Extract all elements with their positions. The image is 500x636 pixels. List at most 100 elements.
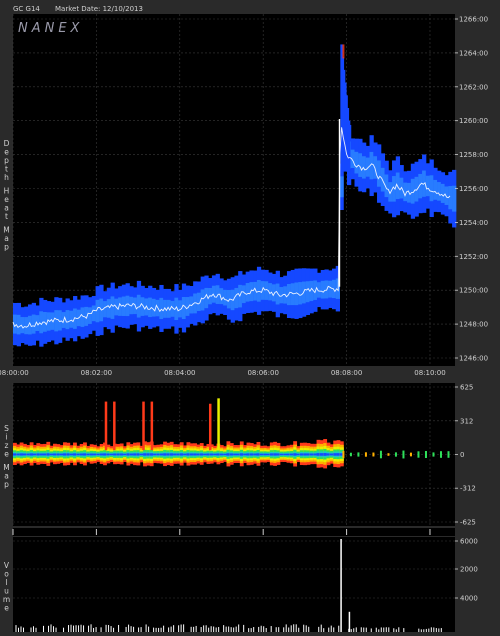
size-cell (286, 453, 291, 456)
size-cell (113, 453, 117, 456)
volume-bar (213, 626, 215, 632)
heat-cell (140, 297, 145, 316)
size-cell (203, 453, 207, 456)
size-y-tick-label: 625 (460, 384, 473, 392)
side-label-letter: M (3, 463, 9, 472)
size-cell (59, 453, 64, 456)
volume-bar (35, 627, 37, 632)
heat-cell (425, 175, 431, 197)
volume-bar (63, 627, 65, 632)
volume-bar (190, 626, 192, 632)
heat-cell (279, 287, 284, 304)
volume-bar (155, 627, 157, 632)
size-cell (159, 453, 164, 456)
size-cell (93, 453, 97, 456)
volume-bar (75, 625, 77, 632)
size-cell (146, 453, 151, 456)
size-cell (129, 453, 134, 456)
heat-cell (31, 314, 37, 334)
depth-y-tick-label: 1266:00 (459, 16, 488, 24)
depth-y-tick-label: 1254:00 (459, 219, 488, 227)
heat-cell (271, 284, 277, 302)
volume-bar (95, 627, 97, 632)
volume-bar (420, 629, 422, 632)
heat-cell (256, 280, 262, 302)
heat-cell (106, 299, 112, 318)
volume-bar (403, 628, 405, 632)
heat-cell (347, 120, 351, 172)
heat-cell (290, 283, 295, 306)
trade-price-line (12, 127, 451, 329)
volume-bar (33, 626, 35, 632)
size-cell (216, 453, 221, 456)
size-cell (73, 453, 77, 456)
size-cell (156, 453, 161, 456)
size-cell (46, 453, 51, 456)
heat-cell (305, 281, 310, 303)
size-cell (283, 453, 288, 456)
side-label-letter: a (4, 472, 9, 481)
size-cell (276, 453, 281, 456)
size-cell (319, 453, 324, 456)
size-cell (139, 453, 144, 456)
side-label-letter: H (4, 187, 10, 196)
volume-bar (228, 626, 230, 632)
volume-bar (328, 627, 330, 632)
volume-bar (170, 626, 172, 632)
size-cell (23, 453, 27, 456)
side-label-letter: z (5, 441, 9, 450)
size-cell (169, 453, 174, 456)
volume-bar (108, 625, 110, 632)
heat-cell (234, 287, 239, 309)
volume-bar (293, 624, 295, 632)
volume-bar (225, 626, 227, 632)
volume-bar (435, 628, 437, 632)
volume-bar (385, 627, 387, 632)
volume-bar (290, 625, 292, 632)
depth-y-tick-label: 1258:00 (459, 151, 488, 159)
volume-bar (330, 625, 332, 632)
heat-cell (43, 312, 48, 332)
volume-bar (320, 624, 322, 632)
heat-cell (410, 178, 416, 204)
size-cell (53, 453, 57, 456)
size-cell (239, 453, 244, 456)
size-cell (109, 453, 114, 456)
volume-bar (210, 626, 212, 632)
heat-cell (80, 307, 85, 327)
size-y-tick-label: 312 (460, 417, 473, 425)
volume-bar (125, 626, 127, 632)
volume-bar (423, 629, 425, 632)
size-cell (424, 451, 427, 458)
volume-bar (193, 626, 195, 632)
volume-bar (243, 624, 245, 632)
size-cell (223, 453, 227, 456)
volume-bar (73, 625, 75, 632)
size-cell (29, 453, 34, 456)
size-cell (13, 453, 17, 456)
volume-panel (13, 537, 455, 632)
size-cell (329, 453, 334, 456)
volume-spike-bar (340, 539, 342, 632)
size-y-tick-label: -312 (460, 485, 476, 493)
depth-x-tick-label: 08:06:00 (247, 369, 278, 377)
volume-bar (23, 627, 25, 632)
volume-bar (375, 627, 377, 632)
volume-bar (78, 625, 80, 632)
size-cell (89, 453, 94, 456)
depth-y-tick-label: 1256:00 (459, 185, 488, 193)
volume-bar (218, 627, 220, 632)
volume-y-tick-label: 2000 (460, 566, 478, 574)
volume-bar (200, 627, 202, 632)
side-label-letter: p (4, 156, 9, 165)
volume-bar (395, 629, 397, 632)
size-cell (387, 453, 390, 456)
volume-bar (365, 627, 367, 632)
size-cell (333, 453, 338, 456)
size-cell (79, 453, 84, 456)
heat-cell (196, 292, 202, 312)
volume-bar (278, 627, 280, 632)
depth-y-tick-label: 1260:00 (459, 117, 488, 125)
